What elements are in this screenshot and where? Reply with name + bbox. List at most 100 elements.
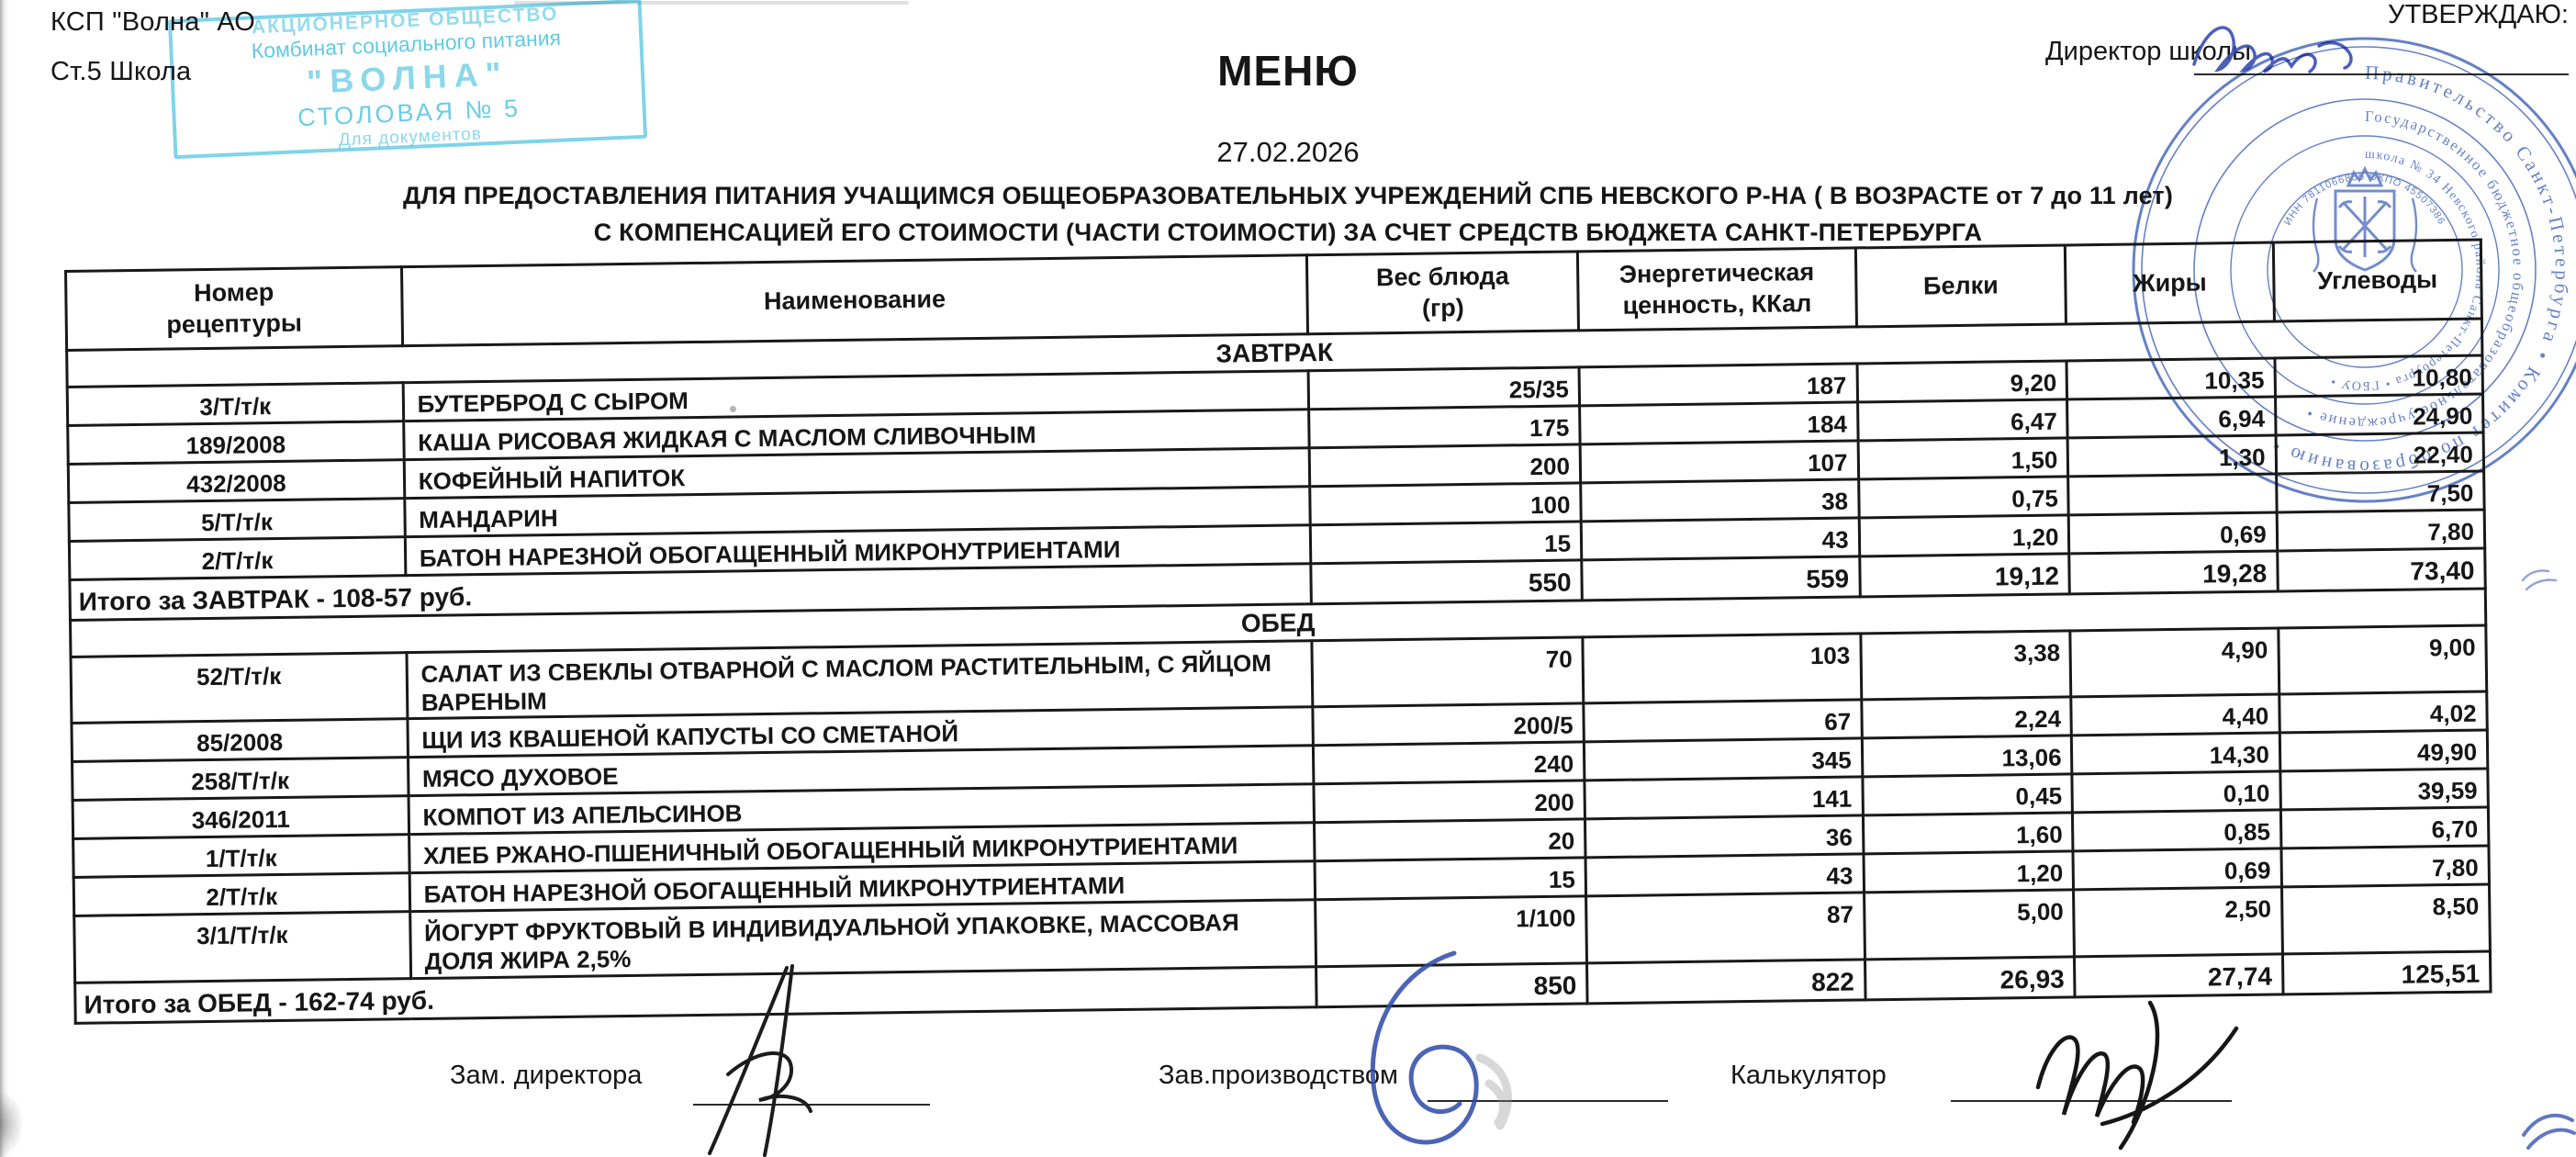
item-energy-cell: 103 [1582, 633, 1862, 704]
item-carbs-cell: 8,50 [2281, 884, 2491, 954]
item-recipe-cell: 432/2008 [68, 459, 405, 503]
approve-label: УТВЕРЖДАЮ: [2388, 0, 2569, 29]
stamp-coat-of-arms [2312, 165, 2418, 273]
item-weight-cell: 25/35 [1308, 366, 1580, 410]
total-weight-cell: 550 [1311, 559, 1583, 604]
menu-table-body: ЗАВТРАК 3/Т/т/к БУТЕРБРОД С СЫРОМ 25/35 187 9… [66, 319, 2492, 1024]
item-fat-cell [2068, 473, 2277, 515]
official-round-stamp: Правительство Санкт-Петербурга • Комитет… [2132, 37, 2576, 503]
item-energy-cell: 43 [1581, 517, 1860, 560]
item-energy-cell: 36 [1585, 815, 1864, 859]
subtitle-line-2: С КОМПЕНСАЦИЕЙ ЕГО СТОИМОСТИ (ЧАСТИ СТОИ… [593, 219, 1983, 246]
document-title: МЕНЮ [1217, 47, 1359, 95]
item-protein-cell: 6,47 [1857, 399, 2068, 441]
deputy-director-label: Зам. директора [450, 1061, 643, 1090]
total-energy-cell: 822 [1586, 959, 1865, 1004]
item-energy-cell: 87 [1585, 893, 1865, 963]
item-protein-cell: 1,50 [1857, 437, 2069, 479]
header-protein: Белки [1854, 244, 2066, 327]
item-protein-cell: 0,75 [1858, 476, 2069, 518]
item-recipe-cell: 3/1/Т/т/к [73, 911, 411, 983]
item-protein-cell: 3,38 [1860, 630, 2072, 701]
item-energy-cell: 141 [1584, 777, 1864, 820]
total-carbs-cell: 125,51 [2282, 950, 2492, 994]
item-energy-cell: 184 [1579, 401, 1858, 444]
header-carbs: Углеводы [2273, 240, 2482, 321]
header-dish-name: Наименование [401, 254, 1308, 346]
calculator-signature [2035, 1000, 2239, 1151]
item-carbs-cell: 6,70 [2280, 807, 2489, 849]
item-weight-cell: 175 [1308, 405, 1581, 448]
production-signature-line [1428, 1100, 1668, 1102]
item-protein-cell: 9,20 [1856, 360, 2067, 402]
menu-table: Номер рецептуры Наименование Вес блюда (… [64, 239, 2492, 1025]
item-protein-cell: 1,20 [1858, 514, 2070, 556]
total-carbs-cell: 73,40 [2277, 548, 2486, 591]
item-weight-cell: 1/100 [1315, 896, 1587, 967]
header-fat: Жиры [2065, 242, 2275, 324]
blue-corner-scribble [2522, 1113, 2576, 1150]
item-recipe-cell: 2/Т/т/к [73, 872, 410, 916]
org-name: КСП "Волна" АО [50, 7, 256, 37]
item-weight-cell: 200 [1309, 444, 1581, 487]
item-carbs-cell: 10,80 [2274, 355, 2483, 397]
item-energy-cell: 345 [1584, 738, 1863, 781]
item-carbs-cell: 49,90 [2279, 730, 2488, 772]
item-protein-cell: 0,45 [1862, 774, 2073, 816]
total-fat-cell: 27,74 [2074, 953, 2283, 997]
item-weight-cell: 15 [1315, 858, 1586, 901]
scan-speck [730, 406, 736, 412]
item-fat-cell: 10,35 [2066, 357, 2276, 399]
item-recipe-cell: 52/Т/т/к [71, 652, 408, 724]
item-fat-cell: 6,94 [2066, 396, 2276, 438]
item-carbs-cell: 7,80 [2276, 510, 2485, 551]
item-fat-cell: 14,30 [2071, 733, 2280, 775]
scan-smudge [514, 1, 909, 5]
header-weight: Вес блюда (гр) [1306, 251, 1579, 334]
item-protein-cell: 1,20 [1863, 851, 2074, 893]
item-fat-cell: 4,40 [2071, 694, 2280, 736]
item-recipe-cell: 258/Т/т/к [72, 757, 409, 801]
director-signature-line [2194, 73, 2569, 75]
production-chief-label: Зав.производством [1159, 1061, 1398, 1090]
item-protein-cell: 2,24 [1861, 697, 2072, 739]
item-recipe-cell: 346/2011 [73, 795, 409, 839]
item-energy-cell: 107 [1580, 440, 1859, 483]
item-recipe-cell: 189/2008 [67, 421, 404, 465]
item-fat-cell: 0,69 [2068, 511, 2278, 554]
item-carbs-cell: 22,40 [2275, 432, 2484, 474]
item-carbs-cell: 9,00 [2278, 625, 2487, 695]
item-weight-cell: 15 [1310, 521, 1582, 564]
total-protein-cell: 26,93 [1865, 956, 2076, 1000]
total-weight-cell: 850 [1316, 962, 1588, 1007]
blue-check-mark [2521, 569, 2558, 591]
item-name-cell: САЛАТ ИЗ СВЕКЛЫ ОТВАРНОЙ С МАСЛОМ РАСТИТ… [406, 640, 1314, 719]
total-fat-cell: 19,28 [2069, 550, 2279, 594]
item-protein-cell: 13,06 [1861, 736, 2073, 778]
item-energy-cell: 67 [1583, 700, 1862, 743]
item-recipe-cell: 85/2008 [71, 718, 409, 762]
item-name-cell: ЙОГУРТ ФРУКТОВЫЙ В ИНДИВИДУАЛЬНОЙ УПАКОВ… [409, 900, 1316, 979]
total-protein-cell: 19,12 [1859, 553, 2070, 597]
deputy-signature-line [693, 1104, 930, 1106]
item-weight-cell: 200/5 [1313, 703, 1585, 747]
item-recipe-cell: 3/Т/т/к [67, 382, 404, 426]
item-carbs-cell: 24,90 [2275, 394, 2484, 435]
item-carbs-cell: 4,02 [2279, 691, 2488, 734]
calculator-label: Калькулятор [1730, 1061, 1887, 1090]
item-weight-cell: 70 [1312, 636, 1584, 708]
item-recipe-cell: 1/Т/т/к [73, 834, 409, 878]
item-fat-cell: 1,30 [2067, 434, 2277, 477]
item-weight-cell: 100 [1310, 482, 1582, 525]
item-weight-cell: 200 [1314, 781, 1585, 824]
header-recipe-number: Номер рецептуры [65, 266, 403, 351]
item-energy-cell: 38 [1580, 478, 1859, 522]
scan-speck [1302, 349, 1306, 354]
item-fat-cell: 4,90 [2070, 627, 2279, 698]
menu-table-container: Номер рецептуры Наименование Вес блюда (… [64, 239, 2492, 1025]
scan-smudge [0, 1091, 24, 1157]
calculator-signature-line [1951, 1100, 2232, 1102]
item-weight-cell: 20 [1314, 819, 1586, 862]
item-carbs-cell: 7,50 [2276, 471, 2485, 512]
